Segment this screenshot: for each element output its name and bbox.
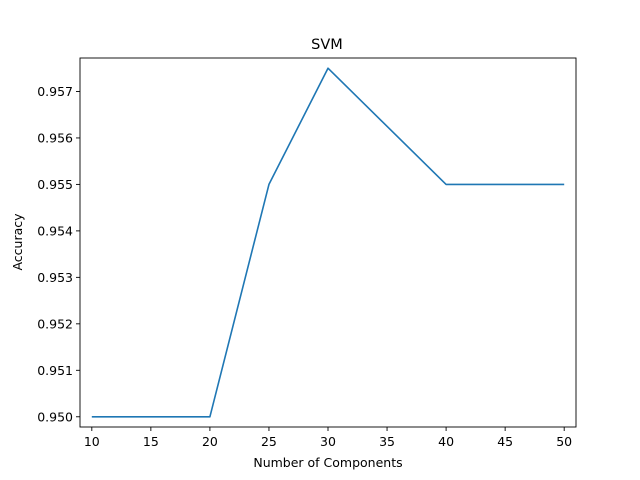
x-axis: 10 15 20 25 30 35 40 45 50 bbox=[84, 427, 572, 449]
plot-area bbox=[91, 67, 565, 418]
x-tick-label: 15 bbox=[143, 434, 159, 449]
y-tick-label: 0.952 bbox=[37, 316, 73, 331]
y-tick-label: 0.950 bbox=[37, 409, 73, 424]
x-tick-label: 20 bbox=[202, 434, 218, 449]
x-tick-label: 35 bbox=[379, 434, 395, 449]
x-tick-label: 10 bbox=[84, 434, 100, 449]
y-tick-label: 0.955 bbox=[37, 177, 73, 192]
x-tick-label: 25 bbox=[261, 434, 277, 449]
x-tick-label: 30 bbox=[320, 434, 336, 449]
series-line bbox=[91, 67, 565, 418]
y-axis: 0.950 0.951 0.952 0.953 0.954 0.955 0.956 0.957 bbox=[37, 84, 80, 424]
y-tick-label: 0.954 bbox=[37, 223, 73, 238]
x-axis-label: Number of Components bbox=[253, 455, 402, 470]
x-tick-label: 40 bbox=[438, 434, 454, 449]
x-tick-label: 50 bbox=[556, 434, 572, 449]
plot-frame bbox=[79, 57, 577, 428]
y-tick-label: 0.956 bbox=[37, 130, 73, 145]
chart-title: SVM bbox=[311, 37, 343, 53]
x-tick-label: 45 bbox=[497, 434, 513, 449]
y-tick-label: 0.953 bbox=[37, 270, 73, 285]
y-axis-label: Accuracy bbox=[10, 213, 25, 271]
y-tick-label: 0.957 bbox=[37, 84, 73, 99]
y-tick-label: 0.951 bbox=[37, 363, 73, 378]
